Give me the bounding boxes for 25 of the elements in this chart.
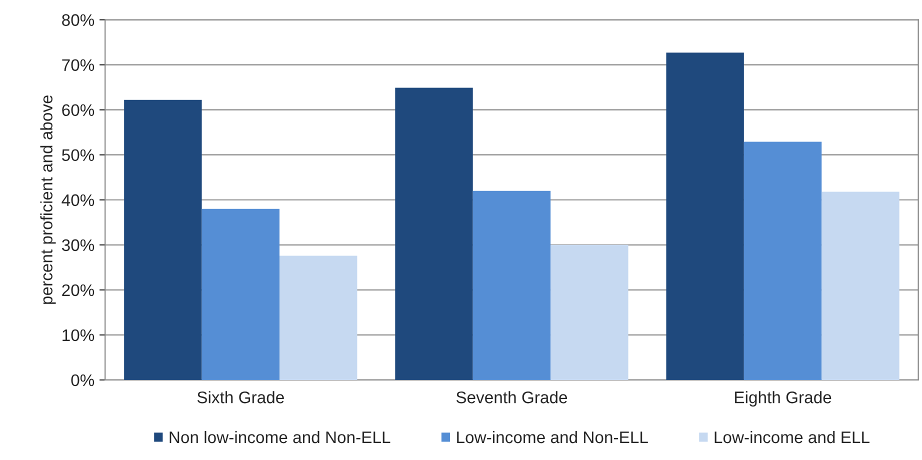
y-tick-label: 70% [62, 59, 94, 72]
legend-label: Low-income and ELL [714, 430, 870, 444]
x-tick-label: Seventh Grade [456, 391, 568, 404]
bar [744, 142, 822, 380]
legend-label: Low-income and Non-ELL [457, 430, 648, 444]
y-tick-label: 40% [62, 194, 94, 206]
bar [202, 208, 280, 380]
y-tick-label: 10% [62, 329, 94, 342]
bar [124, 100, 202, 380]
y-tick-label: 20% [62, 284, 94, 296]
bar [395, 88, 473, 380]
y-tick-label: 0% [71, 374, 94, 386]
legend-label: Non low-income and Non-ELL [170, 430, 390, 444]
bar [472, 190, 551, 380]
bar [550, 244, 628, 380]
bar [666, 52, 744, 380]
y-axis-title: percent proficient and above [40, 95, 56, 304]
y-tick-label: 60% [62, 104, 94, 116]
y-tick-label: 30% [62, 239, 94, 252]
x-tick-label: Eighth Grade [735, 391, 832, 407]
bar [822, 192, 900, 380]
bar [279, 256, 358, 380]
y-tick-label: 50% [62, 149, 94, 162]
y-tick-label: 80% [62, 14, 94, 26]
x-tick-label: Sixth Grade [197, 391, 284, 404]
